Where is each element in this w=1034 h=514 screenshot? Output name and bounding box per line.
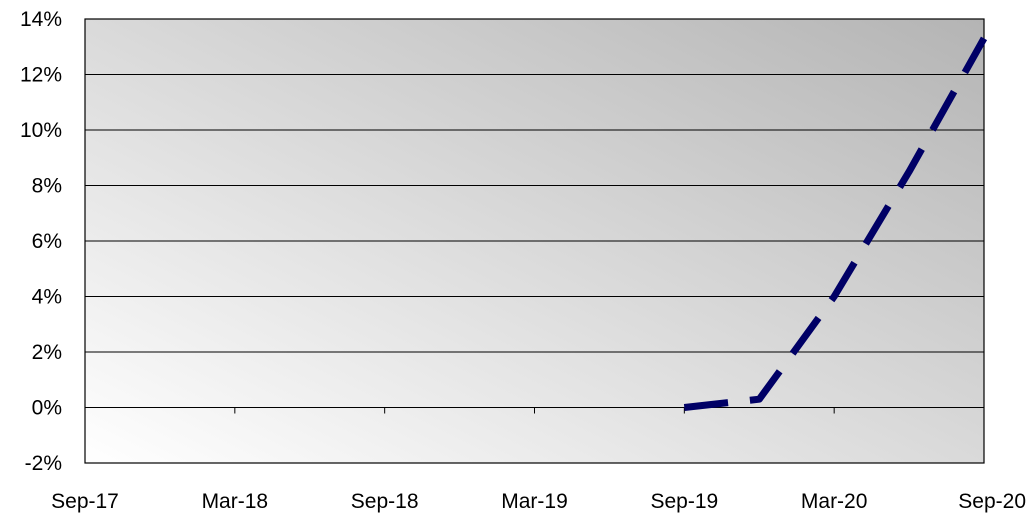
x-tick-label: Mar-18 <box>202 490 269 513</box>
y-axis-tick-labels: -2% 0% 2% 4% 6% 8% 10% 12% 14% <box>20 8 62 475</box>
x-tick-label: Mar-20 <box>801 490 868 513</box>
y-tick-label: 4% <box>32 286 62 309</box>
y-tick-label: 14% <box>20 8 62 31</box>
x-tick-label: Sep-18 <box>351 490 419 513</box>
x-axis-tick-labels: Sep-17 Mar-18 Sep-18 Mar-19 Sep-19 Mar-20 Sep-… <box>51 490 1026 513</box>
series-line-0 <box>683 36 988 411</box>
x-tick-label: Mar-19 <box>501 490 568 513</box>
x-tick-label: Sep-17 <box>51 490 119 513</box>
y-tick-label: 0% <box>32 397 62 420</box>
y-tick-label: 10% <box>20 119 62 142</box>
y-tick-label: 8% <box>32 175 62 198</box>
series-group <box>683 36 988 411</box>
y-tick-label: 6% <box>32 230 62 253</box>
y-tick-label: 2% <box>32 341 62 364</box>
x-tick-label: Sep-20 <box>958 490 1026 513</box>
x-axis-ticks <box>234 407 985 414</box>
y-tick-label: 12% <box>20 64 62 87</box>
x-tick-label: Sep-19 <box>650 490 718 513</box>
y-tick-label: -2% <box>25 452 62 475</box>
